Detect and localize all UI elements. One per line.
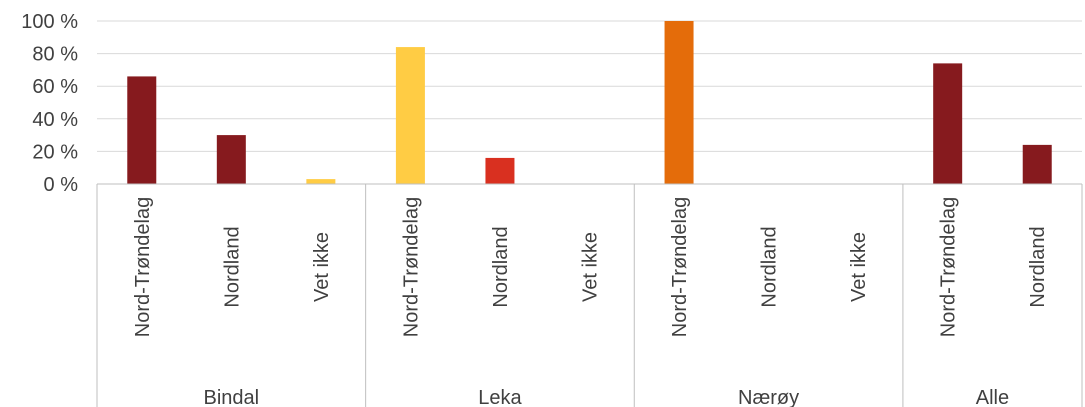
category-label: Nord-Trøndelag [669,197,691,337]
category-label: Nordland [759,226,781,307]
category-label: Vet ikke [311,232,333,302]
bar [485,157,515,184]
category-label: Vet ikke [580,232,602,302]
category-label: Nord-Trøndelag [132,197,154,337]
bar [306,179,336,184]
bar [933,63,963,184]
category-labels: Nord-Trøndelag Nordland Vet ikke Nord-Trønd… [132,197,1049,337]
y-tick-label: 20 % [32,141,78,163]
group-labels: Bindal Leka Nærøy Alle [204,387,1010,407]
category-label: Nordland [490,226,512,307]
y-tick-label: 60 % [32,76,78,98]
group-label: Bindal [204,387,260,407]
group-label: Nærøy [738,387,799,407]
y-axis-tick-labels: 0 % 20 % 40 % 60 % 80 % 100 % [21,11,78,196]
bars [127,21,1052,184]
group-label: Leka [478,387,522,407]
category-label: Nordland [221,226,243,307]
category-label: Nord-Trøndelag [400,197,422,337]
bar [395,47,425,184]
gridlines [97,20,1082,152]
category-label: Nordland [1027,226,1049,307]
y-tick-label: 100 % [21,11,78,33]
y-tick-label: 80 % [32,44,78,66]
y-tick-label: 40 % [32,109,78,131]
y-tick-label: 0 % [44,174,79,196]
bar [216,135,246,184]
x-axis [96,183,1083,407]
group-label: Alle [976,387,1009,407]
bar [664,21,694,184]
bar [1022,144,1052,184]
category-label: Vet ikke [848,232,870,302]
category-label: Nord-Trøndelag [938,197,960,337]
bar [127,76,157,184]
